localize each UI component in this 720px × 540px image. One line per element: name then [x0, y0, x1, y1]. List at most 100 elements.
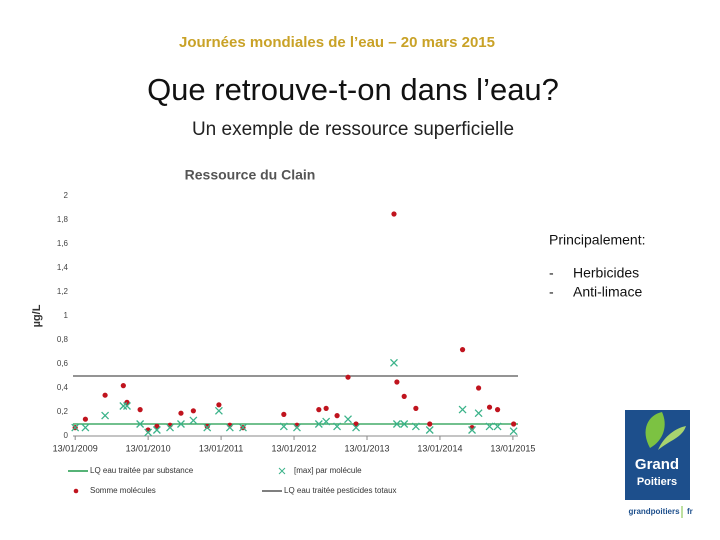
point [190, 408, 196, 414]
notes-heading: Principalement: [549, 232, 646, 248]
point [292, 423, 301, 432]
note-item: Anti-limace [573, 284, 642, 300]
y-tick-label: 0 [64, 431, 69, 440]
legend-swatch [73, 488, 79, 494]
legend-label: LQ eau traitée par substance [90, 466, 194, 475]
point [476, 385, 482, 391]
point [214, 406, 223, 415]
point [322, 417, 331, 426]
point [425, 426, 434, 434]
point [102, 392, 108, 398]
point [390, 358, 398, 367]
point [203, 423, 212, 432]
point [316, 407, 322, 413]
y-axis-label: µg/L [31, 304, 43, 327]
point [323, 405, 329, 411]
x-tick-label: 13/01/2009 [53, 443, 98, 453]
point [509, 427, 518, 436]
logo: Grand Poitiers grandpoitiers fr [625, 410, 693, 518]
y-tick-label: 0,8 [57, 335, 69, 344]
point [334, 413, 340, 419]
point [166, 423, 174, 432]
point [486, 404, 493, 410]
point [204, 423, 210, 429]
point [239, 423, 247, 432]
point [281, 411, 287, 417]
legend-label: LQ eau traitée pesticides totaux [284, 486, 397, 495]
point [119, 402, 128, 410]
point [123, 402, 131, 410]
y-tick-label: 1,8 [57, 215, 69, 224]
chart-title: Ressource du Clain [185, 167, 316, 183]
x-tick-label: 13/01/2013 [344, 443, 389, 453]
point [154, 423, 160, 429]
point [177, 420, 185, 428]
point [474, 409, 483, 418]
point [71, 423, 80, 432]
point [120, 383, 126, 389]
notes-list: - Herbicides - Anti-limace [549, 265, 642, 300]
y-tick-label: 0,6 [57, 359, 69, 368]
x-tick-label: 13/01/2012 [272, 443, 317, 453]
y-tick-label: 0,2 [57, 407, 69, 416]
logo-leaf [645, 412, 665, 448]
point [400, 420, 409, 428]
legend-label: [max] par molécule [294, 466, 362, 475]
point [333, 422, 342, 431]
event: Journées mondiales de l’eau – 20 mars 20… [179, 34, 495, 51]
y-tick-label: 0,4 [57, 383, 69, 392]
point [494, 407, 501, 413]
point [136, 420, 145, 428]
logo-leaf [658, 426, 686, 450]
y-tick-label: 1 [64, 311, 69, 320]
point [178, 410, 184, 416]
point [413, 405, 419, 411]
note-item: Herbicides [573, 265, 639, 281]
point [189, 416, 198, 425]
legend-swatch [278, 467, 286, 475]
x-tick-label: 13/01/2015 [490, 443, 535, 453]
point [101, 411, 110, 420]
point [392, 420, 401, 428]
slide-title: Que retrouve-t-on dans l’eau? [147, 72, 559, 107]
point [82, 416, 89, 422]
logo-text: Grand [635, 456, 679, 473]
y-tick-label: 2 [64, 191, 69, 200]
x-tick-label: 13/01/2010 [126, 443, 171, 453]
point [401, 393, 407, 399]
point [427, 421, 433, 427]
point [352, 423, 361, 432]
point [81, 423, 90, 432]
point [152, 426, 161, 434]
point [458, 405, 467, 414]
y-tick-label: 1,2 [57, 287, 69, 296]
logo-site: fr [687, 507, 693, 516]
point [345, 374, 351, 380]
point [279, 422, 288, 431]
point [225, 423, 234, 432]
point [344, 415, 352, 424]
legend-label: Somme molécules [90, 486, 156, 495]
point [468, 426, 477, 434]
subtitle: Un exemple de ressource superficielle [192, 119, 514, 140]
point [391, 211, 397, 217]
point [394, 379, 400, 385]
point [459, 347, 466, 353]
point [353, 421, 359, 427]
bullet: - [549, 265, 554, 281]
point [144, 428, 153, 437]
x-tick-label: 13/01/2014 [417, 443, 462, 453]
y-tick-label: 1,6 [57, 239, 69, 248]
point [314, 420, 323, 428]
point [411, 422, 420, 431]
logo-text: Poitiers [637, 476, 677, 488]
y-tick-label: 1,4 [57, 263, 69, 272]
x-tick-label: 13/01/2011 [199, 443, 243, 453]
point [485, 422, 494, 431]
logo-site: grandpoitiers [628, 507, 680, 516]
bullet: - [549, 284, 554, 300]
point [493, 422, 502, 431]
point [216, 402, 222, 408]
point [137, 407, 143, 413]
